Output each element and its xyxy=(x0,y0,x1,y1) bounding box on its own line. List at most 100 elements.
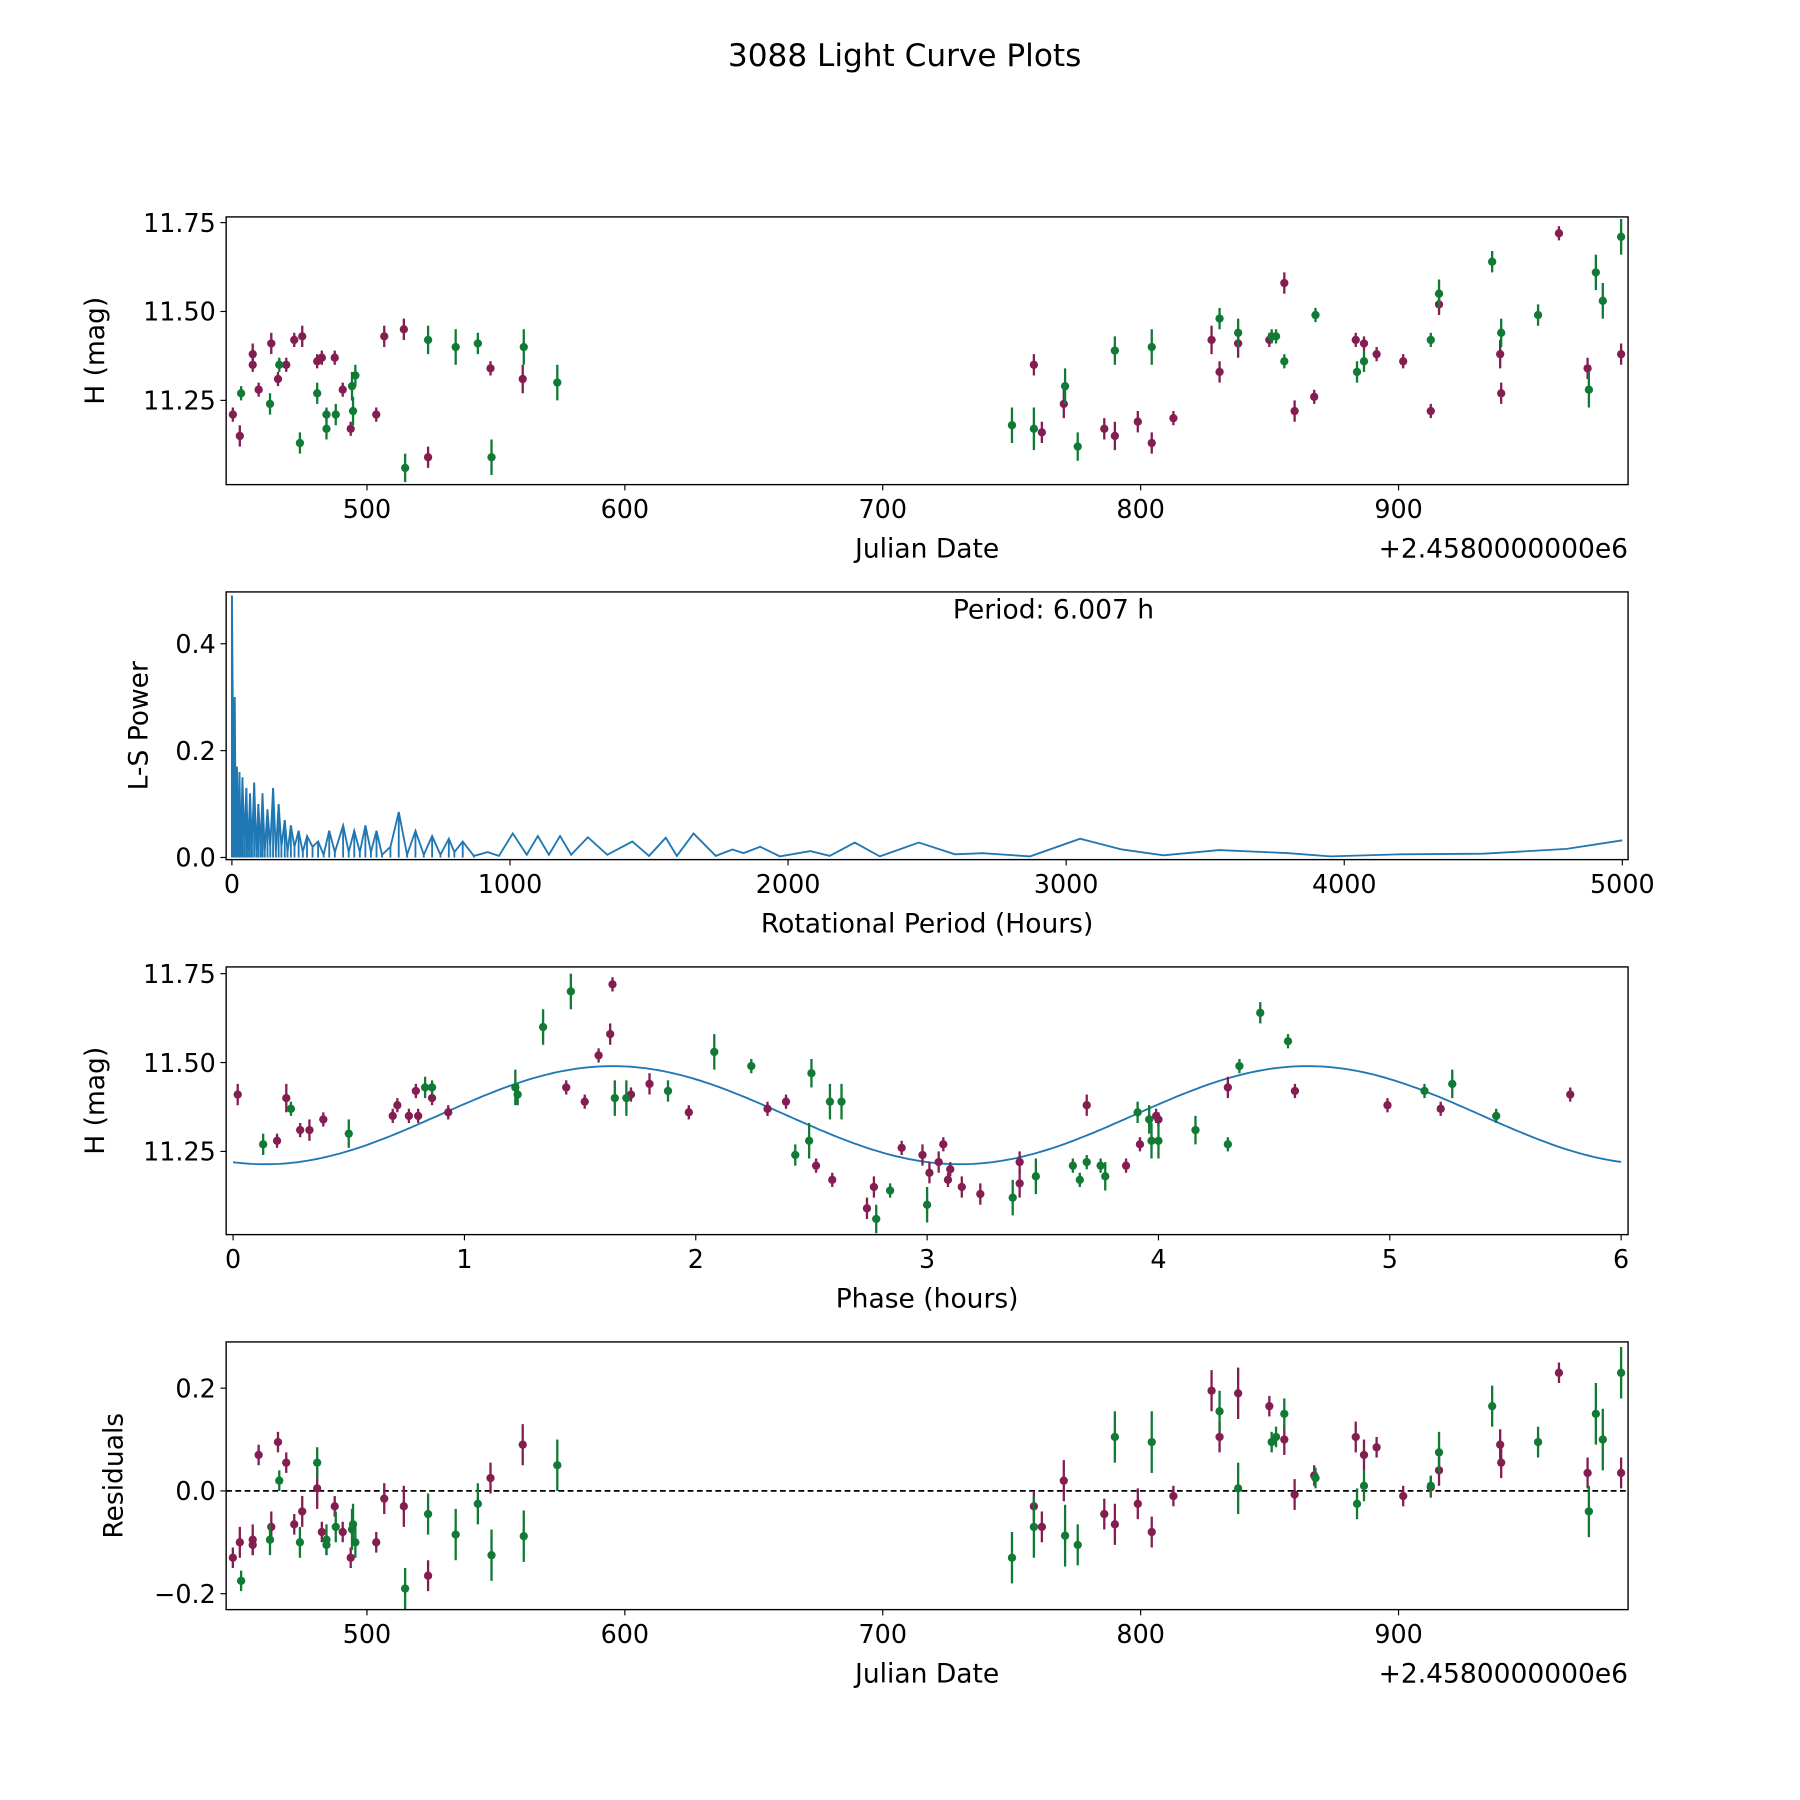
purple-data-point xyxy=(1583,364,1592,373)
purple-data-point xyxy=(1497,1458,1506,1467)
green-data-point xyxy=(1075,1175,1084,1185)
axes-frame xyxy=(225,591,1629,861)
green-data-point xyxy=(451,1530,460,1539)
x-tick-label: 6 xyxy=(1613,1244,1629,1274)
purple-data-point xyxy=(1351,335,1360,345)
purple-data-point xyxy=(319,1115,328,1124)
purple-data-point xyxy=(1154,1115,1163,1124)
green-data-point xyxy=(519,1531,528,1541)
purple-data-point xyxy=(248,1540,257,1550)
purple-data-point xyxy=(763,1104,772,1113)
purple-data-point xyxy=(330,1502,339,1511)
green-data-point xyxy=(1060,1531,1070,1540)
purple-data-point xyxy=(233,1090,242,1099)
purple-data-point xyxy=(1497,389,1506,398)
green-data-point xyxy=(1110,1432,1120,1442)
x-tick-label: 900 xyxy=(1374,1619,1422,1649)
x-axis-label: Phase (hours) xyxy=(836,1283,1019,1314)
purple-data-point xyxy=(414,1111,423,1121)
purple-data-point xyxy=(290,1520,299,1529)
green-data-point xyxy=(663,1086,673,1096)
purple-data-point xyxy=(1554,229,1564,238)
green-data-point xyxy=(313,389,322,398)
green-data-point xyxy=(1598,296,1607,305)
green-data-point xyxy=(1145,1115,1154,1124)
purple-data-point xyxy=(1110,1520,1120,1529)
green-data-point xyxy=(1082,1157,1091,1167)
green-data-point xyxy=(420,1083,430,1092)
green-data-point xyxy=(1598,1435,1607,1444)
purple-data-point xyxy=(1133,417,1142,426)
purple-data-point xyxy=(897,1143,906,1153)
green-data-point xyxy=(331,410,340,419)
green-data-point xyxy=(566,987,576,996)
green-data-point xyxy=(259,1140,268,1149)
purple-data-point xyxy=(1265,1401,1274,1411)
green-data-point xyxy=(553,1461,562,1470)
panel-lightcurve: 500 600 700 800 900 11.25 11.50 11.75 Julian Dat… xyxy=(80,208,1629,564)
purple-data-point xyxy=(1280,1435,1289,1444)
green-data-point xyxy=(236,1576,246,1585)
green-data-point xyxy=(1488,1401,1497,1411)
x-axis-label: Julian Date xyxy=(853,533,999,564)
green-data-point xyxy=(513,1090,522,1099)
purple-data-point xyxy=(934,1157,943,1167)
purple-data-point xyxy=(1147,1527,1156,1537)
x-tick-label: 4 xyxy=(1150,1244,1166,1274)
purple-data-point xyxy=(1100,1509,1109,1519)
green-data-point xyxy=(1233,1484,1243,1493)
green-data-point xyxy=(1133,1108,1142,1117)
green-data-point xyxy=(1215,1407,1224,1416)
purple-data-point xyxy=(338,385,347,394)
green-data-point xyxy=(275,1476,284,1485)
green-data-point xyxy=(1283,1037,1293,1046)
purple-data-point xyxy=(1029,360,1039,369)
purple-data-point xyxy=(562,1083,571,1092)
green-data-point xyxy=(1215,314,1224,323)
periodogram-line xyxy=(231,595,1623,859)
green-data-point xyxy=(331,1522,340,1532)
green-data-point xyxy=(1434,289,1444,298)
purple-data-point xyxy=(228,410,238,419)
purple-data-point xyxy=(267,339,276,348)
y-tick-label: −0.2 xyxy=(154,1579,216,1609)
green-data-point xyxy=(519,342,528,352)
purple-data-point xyxy=(1616,349,1626,359)
green-data-point xyxy=(710,1047,719,1057)
purple-data-point xyxy=(393,1101,402,1110)
green-data-point xyxy=(1007,421,1017,430)
x-tick-label: 2 xyxy=(688,1244,704,1274)
x-tick-label: 4000 xyxy=(1312,869,1377,899)
x-tick-label: 800 xyxy=(1116,494,1164,524)
purple-data-point xyxy=(1207,335,1216,345)
purple-data-point xyxy=(282,1093,291,1103)
y-tick-label: 11.75 xyxy=(143,208,216,238)
x-tick-label: 5000 xyxy=(1590,869,1655,899)
green-data-point xyxy=(1073,442,1082,451)
purple-data-point xyxy=(272,1136,282,1145)
purple-data-point xyxy=(228,1553,238,1562)
y-tick-label: 0.0 xyxy=(175,843,215,873)
green-data-point xyxy=(1352,1499,1362,1508)
purple-data-point xyxy=(1426,406,1435,416)
green-data-point xyxy=(487,1550,496,1560)
green-data-point xyxy=(1235,1061,1244,1071)
purple-data-point xyxy=(1496,349,1505,359)
purple-data-point xyxy=(606,1029,615,1039)
purple-data-point xyxy=(1566,1090,1575,1099)
purple-data-point xyxy=(282,1458,291,1467)
green-data-point xyxy=(1068,1161,1078,1170)
purple-data-point xyxy=(939,1140,948,1149)
green-data-point xyxy=(1533,310,1543,320)
green-data-point xyxy=(427,1083,437,1092)
green-data-point xyxy=(837,1097,846,1106)
purple-data-point xyxy=(869,1182,879,1192)
green-data-point xyxy=(400,1584,410,1593)
green-data-point xyxy=(610,1093,619,1103)
purple-data-point xyxy=(946,1165,955,1174)
green-data-point xyxy=(553,378,562,387)
y-axis-label: H (mag) xyxy=(80,297,111,405)
axes-frame xyxy=(225,216,1629,486)
purple-data-point xyxy=(1583,1468,1592,1478)
